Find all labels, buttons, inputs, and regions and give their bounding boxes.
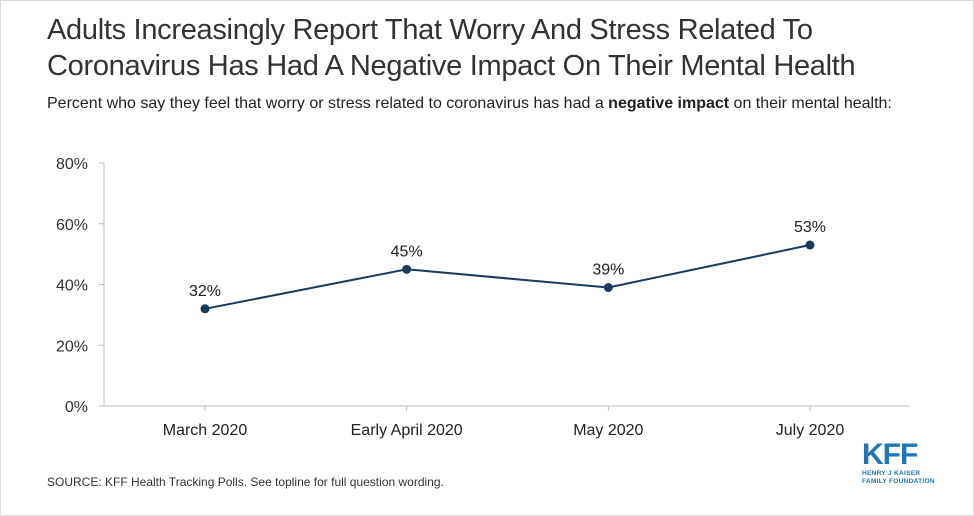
data-label: 53%	[794, 219, 826, 236]
x-tick-label: July 2020	[776, 422, 845, 439]
data-point	[402, 264, 412, 274]
logo-mark: KFF	[862, 438, 918, 471]
y-tick-label: 20%	[56, 338, 88, 355]
data-point	[200, 304, 210, 314]
subtitle-text-end: on their mental health:	[729, 95, 892, 112]
x-tick-label: May 2020	[573, 422, 643, 439]
x-tick-label: Early April 2020	[351, 422, 463, 439]
data-point	[805, 240, 815, 250]
title-line-1: Adults Increasingly Report That Worry An…	[47, 14, 813, 46]
logo-line-1: HENRY J KAISER	[862, 470, 921, 477]
data-point	[603, 283, 613, 293]
data-label: 45%	[391, 243, 423, 260]
y-tick-label: 60%	[56, 217, 88, 234]
logo-line-2: FAMILY FOUNDATION	[862, 478, 935, 485]
chart-title: Adults Increasingly Report That Worry An…	[47, 12, 947, 84]
data-label: 39%	[592, 262, 624, 279]
title-line-2: Coronavirus Has Had A Negative Impact On…	[47, 50, 856, 82]
y-tick-label: 80%	[56, 156, 88, 173]
chart-subtitle: Percent who say they feel that worry or …	[47, 94, 947, 114]
series-line	[204, 244, 811, 310]
source-note: SOURCE: KFF Health Tracking Polls. See t…	[47, 475, 444, 489]
y-tick-label: 0%	[65, 399, 88, 416]
x-tick-label: March 2020	[163, 422, 248, 439]
subtitle-text-start: Percent who say they feel that worry or …	[47, 95, 609, 112]
data-label: 32%	[189, 283, 221, 300]
subtitle-emphasis: negative impact	[608, 95, 730, 112]
y-tick-label: 40%	[56, 278, 88, 295]
kff-logo: KFF HENRY J KAISER FAMILY FOUNDATION	[862, 440, 942, 490]
